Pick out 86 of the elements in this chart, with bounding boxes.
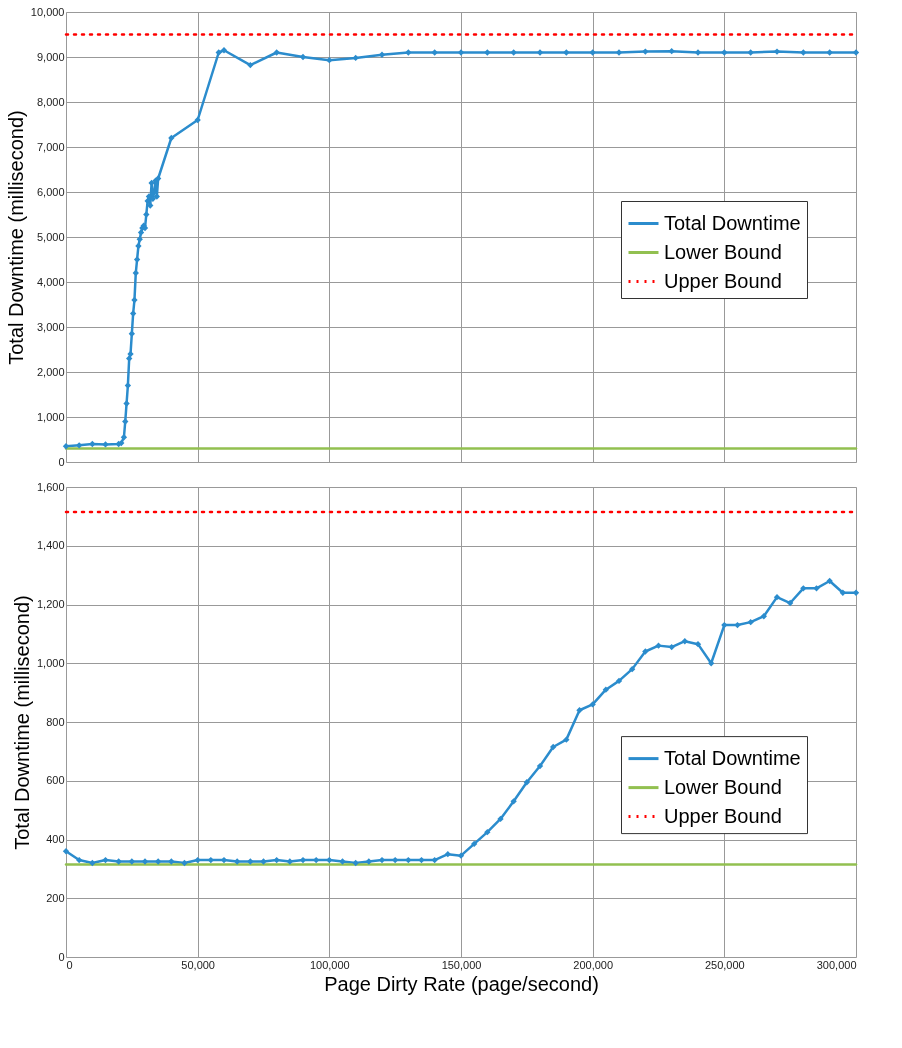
point [273, 49, 280, 56]
y-tick-label: 1,200 [36, 598, 65, 610]
point [589, 49, 596, 56]
x-tick-label: 0 [66, 958, 73, 971]
point [536, 49, 544, 56]
point [773, 48, 781, 55]
point [352, 54, 359, 62]
x-tick-label: 100,000 [309, 958, 350, 971]
point [215, 49, 222, 56]
point [148, 179, 155, 187]
point [563, 49, 570, 56]
point [127, 350, 134, 358]
y-tick-label: 1,000 [36, 656, 65, 669]
legend-label: Upper Bound [664, 804, 782, 827]
y-tick-label: 10,000 [30, 5, 65, 18]
point [143, 211, 150, 218]
legend-label: Lower Bound [664, 240, 782, 263]
y-tick-label: 400 [46, 833, 65, 845]
y-axis-title: Total Downtime (millisecond) [4, 110, 27, 365]
y-tick-label: 9,000 [36, 50, 65, 63]
y-tick-label: 800 [46, 715, 65, 728]
point [615, 49, 623, 56]
point [153, 193, 161, 200]
point [120, 434, 128, 441]
point [299, 53, 307, 61]
point [484, 49, 491, 56]
point [800, 49, 807, 56]
y-tick-label: 4,000 [36, 275, 65, 288]
point [326, 56, 333, 64]
y-tick-label: 1,000 [36, 410, 65, 423]
point [137, 229, 145, 236]
point [220, 47, 228, 54]
point [129, 310, 137, 317]
x-tick-label: 150,000 [441, 958, 482, 971]
point [826, 49, 833, 56]
point [194, 116, 201, 124]
point [131, 296, 138, 304]
legend-label: Total Downtime [664, 211, 801, 234]
point [378, 51, 386, 58]
legend-label: Total Downtime [664, 746, 801, 769]
y-tick-label: 8,000 [36, 95, 65, 108]
point [668, 47, 675, 55]
y-tick-label: 200 [46, 891, 65, 904]
x-axis-title: Page Dirty Rate (page/second) [324, 972, 599, 995]
point [89, 440, 96, 448]
point [510, 49, 517, 56]
legend-label: Upper Bound [664, 269, 782, 292]
point [642, 48, 649, 55]
x-tick-label: 50,000 [181, 958, 215, 971]
point [126, 355, 133, 362]
y-tick-label: 0 [58, 455, 65, 468]
point [136, 236, 143, 243]
point [431, 49, 438, 56]
point [102, 441, 109, 448]
y-tick-label: 600 [46, 774, 65, 787]
y-axis-title: Total Downtime (millisecond) [10, 595, 33, 850]
y-tick-label: 2,000 [36, 365, 65, 378]
x-tick-label: 300,000 [816, 958, 857, 971]
point [168, 134, 175, 142]
x-tick-label: 250,000 [704, 958, 745, 971]
point [124, 382, 132, 389]
y-tick-label: 0 [58, 950, 65, 963]
legend-label: Lower Bound [664, 775, 782, 798]
point [247, 61, 254, 69]
y-tick-label: 1,400 [36, 539, 65, 552]
point [147, 202, 154, 209]
point [62, 443, 70, 450]
point [128, 330, 135, 337]
point [132, 269, 139, 277]
y-tick-label: 6,000 [36, 185, 65, 198]
point [721, 49, 728, 56]
x-tick-label: 200,000 [573, 958, 614, 971]
point [133, 256, 141, 263]
point [405, 49, 412, 56]
point [457, 49, 465, 56]
y-tick-label: 3,000 [36, 320, 65, 333]
point [694, 49, 702, 56]
point [852, 49, 860, 56]
y-tick-label: 7,000 [36, 140, 65, 153]
point [76, 442, 83, 449]
point [135, 242, 142, 250]
y-tick-label: 1,600 [36, 480, 65, 493]
y-tick-label: 5,000 [36, 230, 65, 243]
point [747, 49, 754, 56]
point [122, 418, 129, 425]
point [123, 400, 130, 407]
